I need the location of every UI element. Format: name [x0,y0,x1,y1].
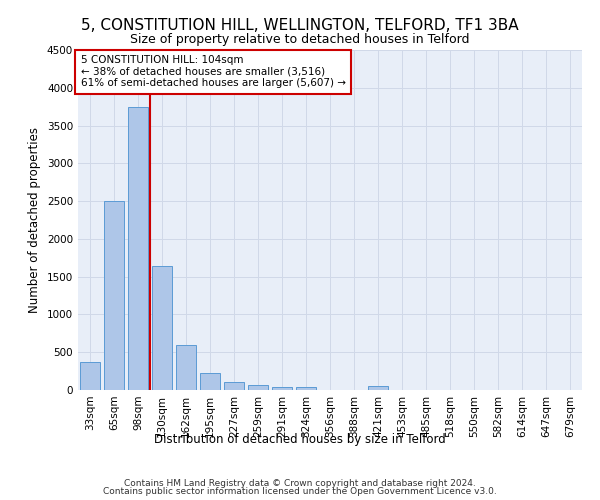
Text: Distribution of detached houses by size in Telford: Distribution of detached houses by size … [154,432,446,446]
Bar [152,266,172,390]
Text: 5 CONSTITUTION HILL: 104sqm
← 38% of detached houses are smaller (3,516)
61% of : 5 CONSTITUTION HILL: 104sqm ← 38% of det… [80,55,346,88]
Bar [248,386,268,390]
Bar [80,362,100,390]
Bar [296,388,316,390]
Text: Contains public sector information licensed under the Open Government Licence v3: Contains public sector information licen… [103,487,497,496]
Text: Size of property relative to detached houses in Telford: Size of property relative to detached ho… [130,32,470,46]
Bar [176,346,196,390]
Text: 5, CONSTITUTION HILL, WELLINGTON, TELFORD, TF1 3BA: 5, CONSTITUTION HILL, WELLINGTON, TELFOR… [81,18,519,32]
Y-axis label: Number of detached properties: Number of detached properties [28,127,41,313]
Bar [368,386,388,390]
Bar [128,106,148,390]
Bar [104,201,124,390]
Bar [224,382,244,390]
Bar [200,373,220,390]
Bar [272,388,292,390]
Text: Contains HM Land Registry data © Crown copyright and database right 2024.: Contains HM Land Registry data © Crown c… [124,478,476,488]
